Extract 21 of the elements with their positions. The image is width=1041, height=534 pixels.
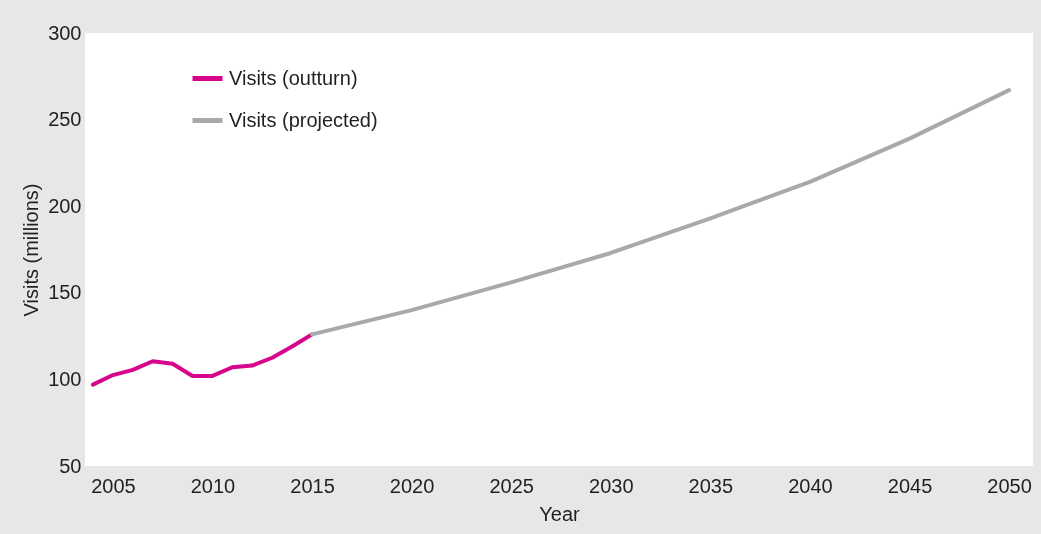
x-tick-label: 2005 — [91, 474, 136, 497]
y-tick-label: 300 — [48, 21, 82, 44]
legend-label: Visits (outturn) — [229, 66, 358, 89]
x-axis-title: Year — [539, 502, 581, 525]
x-tick-label: 2045 — [887, 474, 933, 497]
y-tick-label: 250 — [48, 108, 82, 131]
x-tick-label: 2020 — [389, 474, 435, 497]
y-tick-label: 100 — [48, 367, 82, 390]
line-series — [90, 332, 315, 387]
y-tick-label: 50 — [59, 454, 82, 477]
y-tick-label: 200 — [48, 194, 82, 217]
y-tick-label: 150 — [48, 281, 82, 304]
legend-label: Visits (projected) — [229, 108, 378, 131]
x-tick-label: 2050 — [987, 474, 1032, 497]
x-tick-label: 2040 — [788, 474, 833, 497]
x-tick-label: 2035 — [688, 474, 734, 497]
x-tick-label: 2015 — [290, 474, 335, 497]
x-tick-label: 2025 — [489, 474, 534, 497]
y-axis-title: Visits (millions) — [20, 183, 43, 317]
x-tick-label: 2010 — [190, 474, 236, 497]
x-tick-label: 2030 — [589, 474, 634, 497]
